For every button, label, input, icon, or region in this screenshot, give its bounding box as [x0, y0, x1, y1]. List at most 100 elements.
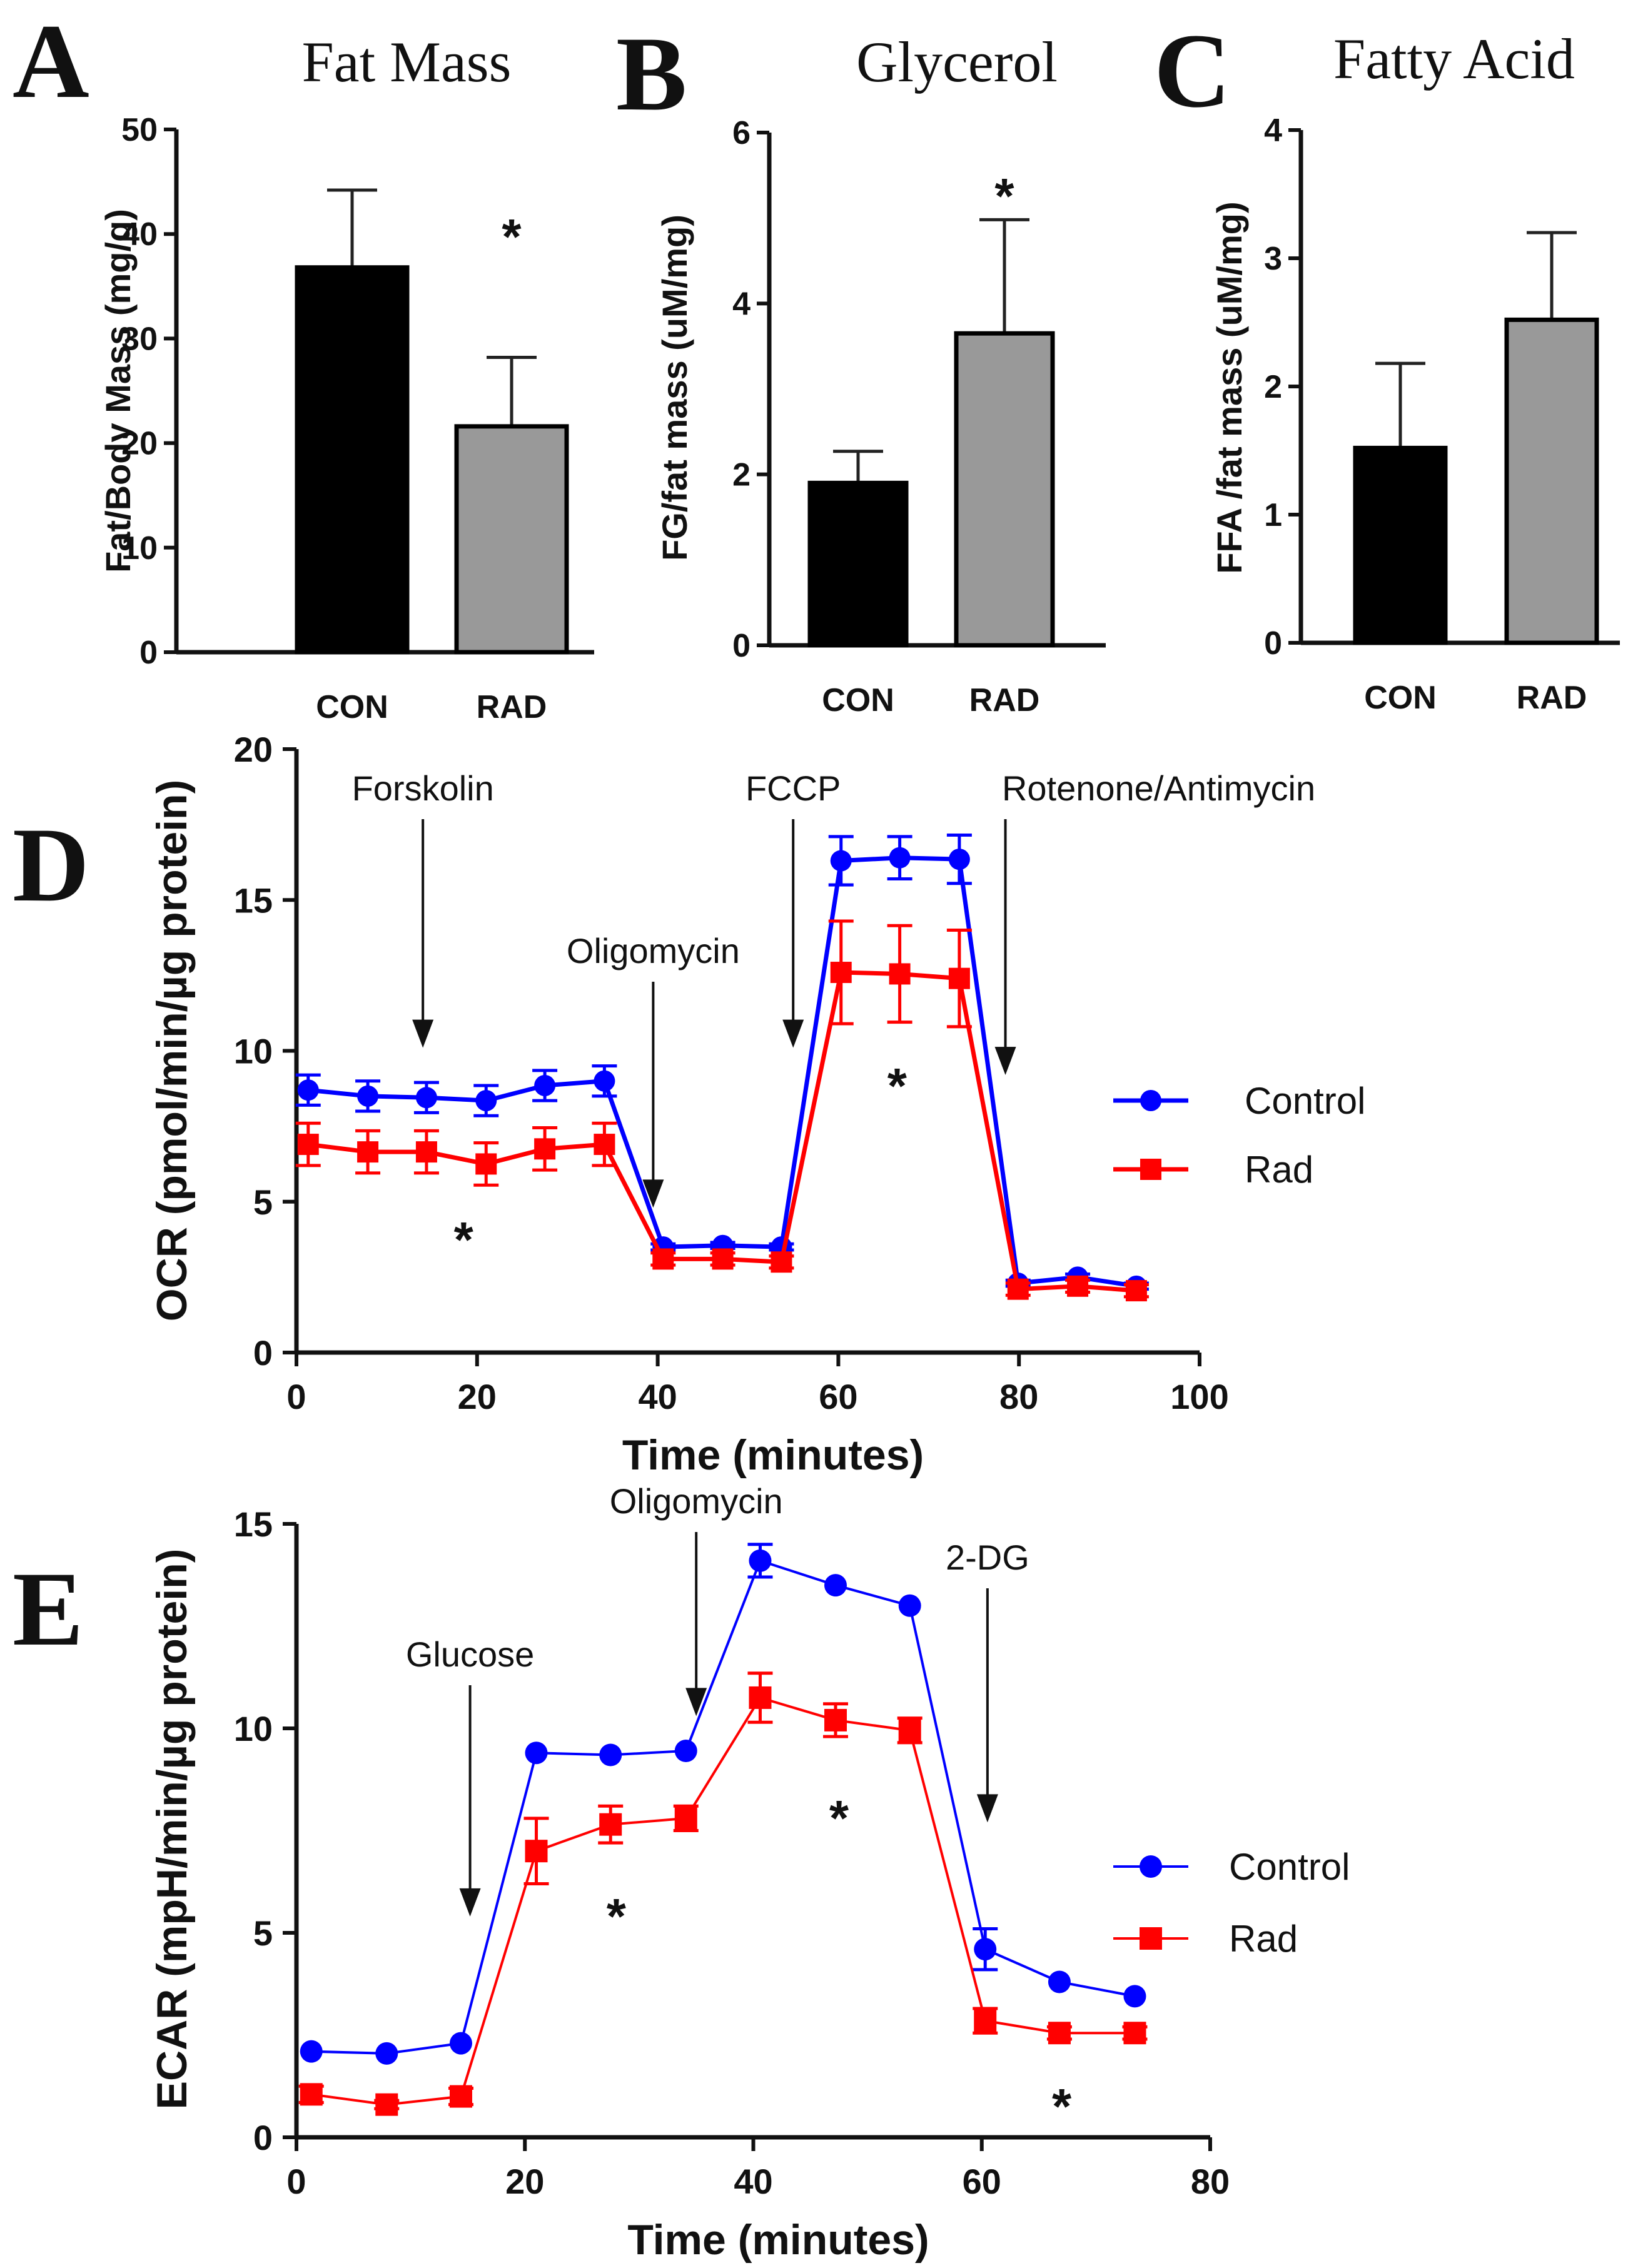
y-tick-label: 30 — [121, 321, 158, 357]
bar-rad — [1504, 317, 1599, 645]
data-point — [898, 1594, 921, 1617]
data-point — [475, 1090, 497, 1112]
data-point — [1007, 1278, 1029, 1300]
legend-label: Control — [1229, 1846, 1350, 1888]
data-point — [830, 962, 852, 984]
x-tick-label: 40 — [734, 2162, 772, 2201]
data-point — [599, 1743, 622, 1767]
significance-star: * — [454, 1212, 474, 1268]
y-tick-label: 0 — [253, 2118, 273, 2157]
y-tick-label: 0 — [139, 635, 158, 671]
series-line — [308, 855, 1137, 1289]
y-tick-label: 3 — [1264, 241, 1282, 277]
data-point — [375, 2093, 398, 2116]
data-point — [475, 1153, 497, 1175]
significance-star: * — [502, 209, 522, 265]
y-tick-label: 4 — [1264, 113, 1282, 149]
bar-rad — [954, 331, 1055, 648]
x-tick-label: RAD — [969, 682, 1040, 718]
data-point — [375, 2042, 398, 2065]
x-tick-label: 0 — [286, 2162, 306, 2201]
significance-star: * — [994, 168, 1014, 224]
x-axis-title: Time (minutes) — [622, 1431, 924, 1479]
panel-letter: C — [1154, 12, 1231, 129]
y-tick-label: 10 — [234, 1032, 273, 1071]
injection-arrow-head — [782, 1019, 804, 1048]
data-point — [889, 847, 911, 869]
y-axis-title: OCR (pmol/min/µg protein) — [148, 780, 196, 1321]
x-tick-label: 20 — [458, 1377, 497, 1416]
significance-star: * — [1052, 2079, 1072, 2134]
y-tick-label: 0 — [253, 1333, 273, 1373]
panel-b: B Glycerol 0 2 4 6 FG/fat mass (uM/mg) CON RAD * — [616, 15, 1106, 718]
data-point — [300, 2040, 323, 2063]
y-axis-title: FFA /fat mass (uM/mg) — [1210, 201, 1249, 573]
panel-d: D 0 20 40 60 80 100 0 5 10 15 20 Time (minutes) OCR (… — [13, 730, 1365, 1479]
injection-arrow-head — [685, 1688, 707, 1716]
injection-label: FCCP — [746, 769, 841, 808]
panel-letter: E — [13, 1550, 83, 1668]
data-point — [594, 1070, 615, 1092]
bar-con — [1353, 445, 1448, 645]
x-tick-label: 80 — [999, 1377, 1038, 1416]
bar-con — [807, 480, 909, 648]
x-tick-label: 0 — [286, 1377, 306, 1416]
data-point — [948, 849, 970, 870]
x-tick-label: RAD — [1517, 680, 1587, 716]
injection-arrow-head — [459, 1888, 481, 1917]
panel-letter: A — [13, 3, 89, 120]
series-line — [311, 1696, 1135, 2106]
injection-label: Rotenone/Antimycin — [1002, 769, 1315, 808]
legend-label: Control — [1245, 1080, 1365, 1122]
significance-star: * — [829, 1790, 849, 1846]
panel-letter: D — [13, 806, 89, 924]
injection-label: Oligomycin — [610, 1481, 783, 1521]
data-point — [449, 2085, 472, 2108]
data-point — [771, 1251, 792, 1273]
y-tick-label: 2 — [1264, 369, 1282, 405]
y-axis-title: ECAR (mpH/min/µg protein) — [148, 1549, 196, 2110]
data-point — [749, 1549, 772, 1572]
injection-arrow-head — [642, 1179, 664, 1208]
y-axis-title: FG/fat mass (uM/mg) — [655, 214, 694, 561]
chart-title: Glycerol — [856, 30, 1058, 94]
injection-arrow-head — [994, 1047, 1016, 1076]
data-point — [525, 1741, 548, 1765]
data-point — [749, 1686, 772, 1709]
y-tick-label: 0 — [1264, 625, 1282, 662]
panel-a: A Fat Mass 0 10 20 30 40 50 Fat/Body Mass (mg/g)… — [13, 3, 594, 725]
y-tick-label: 15 — [234, 880, 273, 920]
data-point — [1048, 1970, 1071, 1993]
injection-arrow-head — [412, 1019, 434, 1048]
bar-con — [295, 265, 410, 655]
data-point — [830, 850, 852, 872]
data-point — [297, 1134, 319, 1156]
x-tick-label: 40 — [638, 1377, 677, 1416]
data-point — [357, 1141, 379, 1163]
data-point — [948, 967, 970, 989]
series-rad: Rad — [298, 1671, 1298, 2116]
x-tick-label: CON — [316, 689, 388, 725]
injection-label: Glucose — [406, 1635, 534, 1674]
series-line — [311, 1559, 1135, 2055]
chart-title: Fat Mass — [302, 30, 512, 94]
data-point — [824, 1708, 847, 1731]
data-point — [297, 1079, 319, 1101]
y-tick-label: 4 — [732, 286, 751, 322]
y-tick-label: 10 — [121, 530, 158, 567]
y-tick-label: 20 — [121, 426, 158, 462]
y-tick-label: 40 — [121, 216, 158, 253]
injection-label: Forskolin — [352, 769, 494, 808]
x-tick-label: 80 — [1191, 2162, 1230, 2201]
x-tick-label: 100 — [1170, 1377, 1228, 1416]
y-tick-label: 5 — [253, 1913, 273, 1953]
injection-label: 2-DG — [946, 1538, 1029, 1577]
y-tick-label: 2 — [732, 457, 751, 493]
data-point — [300, 2083, 323, 2106]
x-tick-label: 60 — [963, 2162, 1001, 2201]
chart-title: Fatty Acid — [1333, 27, 1575, 91]
data-point — [599, 1813, 622, 1836]
legend-label: Rad — [1245, 1149, 1313, 1191]
injection-label: Oligomycin — [567, 931, 740, 970]
